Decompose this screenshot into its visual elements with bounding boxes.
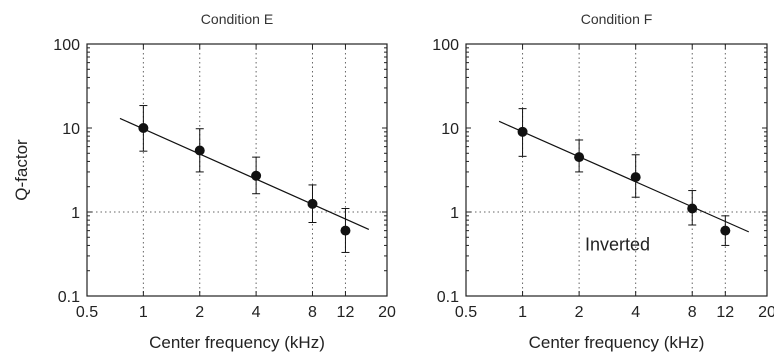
y-tick-label: 100: [432, 37, 459, 54]
y-tick-label: 10: [62, 121, 80, 138]
data-point: [687, 203, 698, 214]
x-tick-label: 20: [758, 304, 774, 321]
x-axis-label: Center frequency (kHz): [149, 333, 325, 352]
x-axis-label: Center frequency (kHz): [529, 333, 705, 352]
plot-frame: [86, 43, 388, 297]
x-tick-label: 20: [378, 304, 396, 321]
data-point: [138, 123, 149, 133]
y-axis-label: Q-factor: [12, 139, 31, 201]
annotation-label: Inverted: [585, 234, 650, 254]
x-tick-label: 4: [631, 304, 640, 321]
x-tick-label: 2: [195, 304, 204, 321]
x-tick-label: 0.5: [455, 304, 477, 321]
y-tick-label: 1: [71, 205, 80, 222]
data-point: [194, 145, 205, 156]
data-point: [307, 198, 318, 209]
x-tick-label: 4: [252, 304, 261, 321]
x-tick-label: 1: [518, 304, 527, 321]
data-point: [251, 170, 262, 181]
y-tick-label: 10: [441, 121, 459, 138]
x-tick-label: 12: [716, 304, 734, 321]
x-tick-label: 8: [688, 304, 697, 321]
plot-frame: [465, 43, 768, 297]
data-point: [340, 225, 351, 236]
data-point: [574, 152, 585, 163]
fit-line: [498, 120, 750, 233]
y-tick-label: 1: [450, 205, 459, 222]
chart-title: Condition F: [581, 11, 653, 27]
y-tick-label: 100: [53, 37, 80, 54]
x-tick-label: 0.5: [76, 304, 98, 321]
x-tick-label: 8: [308, 304, 317, 321]
data-point: [517, 126, 528, 137]
data-point: [630, 172, 641, 183]
y-tick-label: 0.1: [437, 289, 459, 306]
chart-title: Condition E: [201, 11, 273, 27]
x-tick-label: 1: [139, 304, 148, 321]
data-point: [720, 225, 731, 236]
x-tick-label: 12: [337, 304, 355, 321]
x-tick-label: 2: [575, 304, 584, 321]
fit-line: [119, 117, 370, 230]
y-tick-label: 0.1: [58, 289, 80, 306]
